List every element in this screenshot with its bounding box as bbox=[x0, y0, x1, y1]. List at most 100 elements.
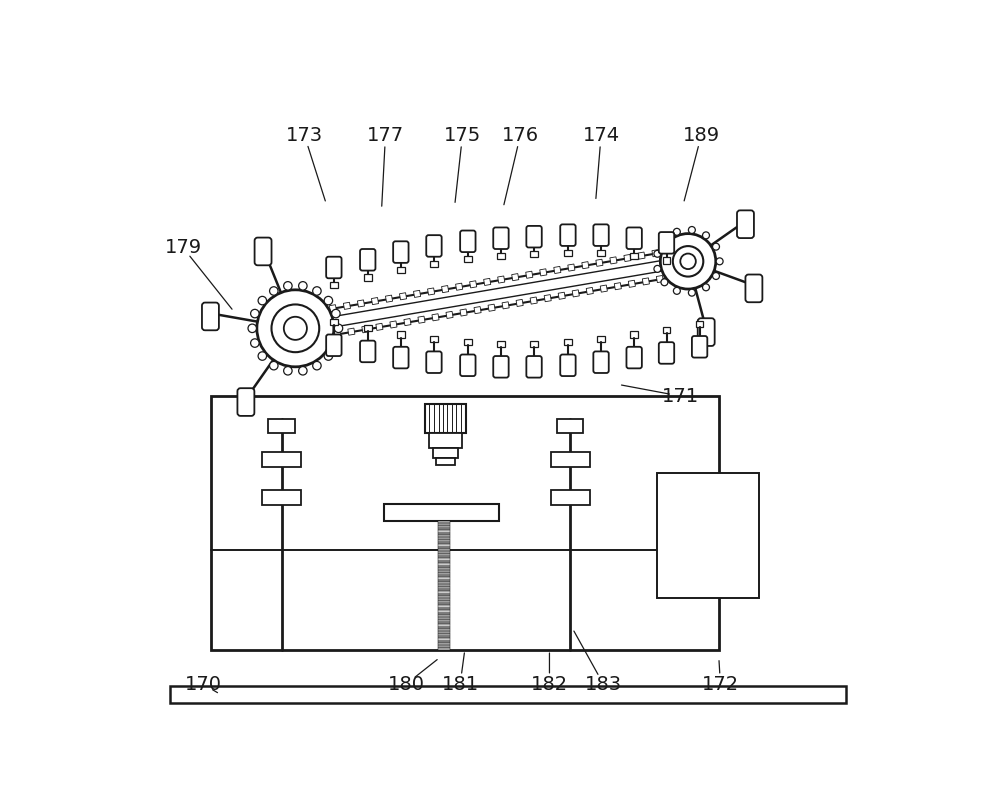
Bar bbox=[596, 260, 603, 266]
Text: 189: 189 bbox=[683, 127, 720, 145]
FancyBboxPatch shape bbox=[255, 238, 272, 265]
FancyBboxPatch shape bbox=[692, 336, 707, 358]
Bar bbox=[564, 250, 572, 256]
Bar bbox=[438, 559, 450, 560]
Circle shape bbox=[324, 296, 333, 305]
FancyBboxPatch shape bbox=[393, 347, 409, 368]
Circle shape bbox=[688, 290, 695, 296]
Bar bbox=[330, 282, 338, 288]
Bar bbox=[554, 266, 561, 273]
FancyBboxPatch shape bbox=[426, 235, 442, 257]
Bar bbox=[357, 300, 365, 307]
Bar bbox=[404, 319, 411, 326]
FancyBboxPatch shape bbox=[593, 225, 609, 246]
FancyBboxPatch shape bbox=[745, 274, 762, 303]
Bar bbox=[438, 575, 450, 577]
Bar bbox=[464, 256, 472, 262]
Bar bbox=[540, 268, 547, 276]
Bar bbox=[330, 319, 338, 325]
Bar bbox=[438, 606, 450, 607]
Bar bbox=[684, 271, 692, 278]
Bar bbox=[657, 473, 759, 598]
FancyBboxPatch shape bbox=[460, 354, 476, 376]
Bar bbox=[438, 565, 450, 568]
Bar bbox=[438, 563, 450, 565]
Text: 177: 177 bbox=[367, 127, 404, 145]
FancyBboxPatch shape bbox=[393, 242, 409, 263]
Bar bbox=[446, 311, 453, 319]
Bar bbox=[438, 537, 450, 539]
Bar bbox=[557, 419, 583, 433]
Text: 171: 171 bbox=[662, 387, 699, 406]
Circle shape bbox=[270, 287, 278, 295]
Bar bbox=[438, 607, 450, 610]
Bar bbox=[663, 257, 670, 264]
Bar bbox=[438, 589, 450, 591]
Bar bbox=[348, 328, 355, 335]
Bar bbox=[397, 332, 405, 337]
Bar bbox=[488, 304, 495, 311]
FancyBboxPatch shape bbox=[659, 232, 674, 254]
Text: 180: 180 bbox=[388, 675, 425, 693]
Circle shape bbox=[703, 232, 709, 238]
Bar bbox=[530, 251, 538, 257]
Text: 179: 179 bbox=[164, 238, 202, 257]
Bar bbox=[438, 577, 450, 580]
Bar bbox=[438, 586, 450, 589]
Bar bbox=[438, 648, 450, 650]
Bar bbox=[551, 490, 590, 505]
Bar bbox=[390, 321, 397, 328]
Bar bbox=[438, 624, 450, 627]
Bar bbox=[438, 627, 450, 629]
Bar bbox=[418, 316, 425, 324]
Bar bbox=[438, 582, 450, 584]
Bar bbox=[438, 620, 450, 622]
Bar bbox=[656, 276, 663, 282]
Circle shape bbox=[251, 309, 259, 318]
Circle shape bbox=[334, 324, 343, 333]
Bar bbox=[430, 336, 438, 342]
Bar bbox=[438, 612, 450, 615]
Bar bbox=[438, 528, 450, 530]
Bar bbox=[438, 622, 450, 624]
Bar bbox=[530, 341, 538, 347]
Bar bbox=[497, 341, 505, 347]
Text: 172: 172 bbox=[702, 675, 739, 693]
Circle shape bbox=[716, 258, 723, 265]
Bar bbox=[438, 544, 450, 547]
Circle shape bbox=[271, 304, 319, 352]
Bar bbox=[334, 331, 341, 337]
FancyBboxPatch shape bbox=[426, 351, 442, 373]
Circle shape bbox=[703, 284, 709, 291]
Bar bbox=[586, 287, 593, 294]
Bar bbox=[630, 253, 638, 259]
Bar bbox=[630, 332, 638, 337]
Bar bbox=[438, 568, 450, 570]
Bar bbox=[320, 333, 327, 340]
Bar bbox=[470, 281, 477, 288]
Bar bbox=[558, 292, 565, 299]
Bar bbox=[680, 245, 687, 252]
Bar bbox=[568, 264, 575, 271]
Circle shape bbox=[299, 281, 307, 290]
Bar bbox=[438, 521, 450, 523]
Bar bbox=[438, 560, 450, 563]
Bar bbox=[438, 535, 450, 537]
Bar bbox=[551, 452, 590, 467]
Bar bbox=[442, 285, 449, 293]
Bar bbox=[696, 320, 703, 327]
Bar bbox=[498, 276, 505, 283]
FancyBboxPatch shape bbox=[493, 227, 509, 249]
Bar bbox=[438, 530, 450, 533]
Bar bbox=[262, 490, 301, 505]
Bar bbox=[597, 336, 605, 342]
Bar bbox=[600, 285, 607, 292]
Bar bbox=[638, 252, 645, 260]
Bar bbox=[438, 554, 450, 556]
Bar bbox=[432, 314, 439, 321]
Circle shape bbox=[673, 229, 680, 235]
Bar bbox=[438, 591, 450, 594]
FancyBboxPatch shape bbox=[326, 257, 342, 278]
FancyBboxPatch shape bbox=[493, 356, 509, 378]
FancyBboxPatch shape bbox=[626, 347, 642, 368]
